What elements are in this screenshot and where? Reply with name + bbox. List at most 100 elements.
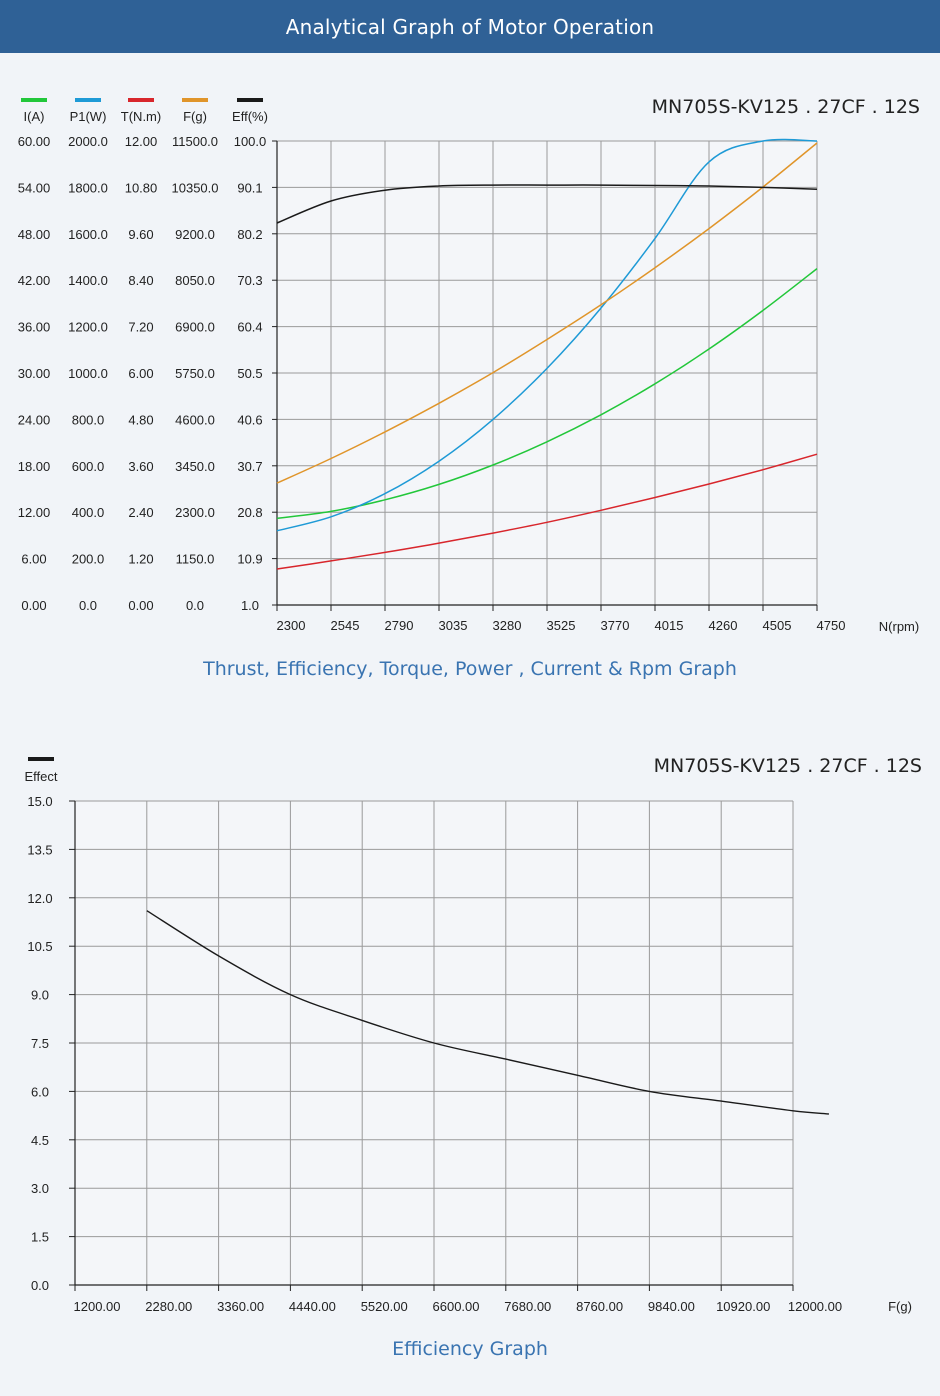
y-tick-label-f: 6900.0 — [175, 320, 215, 335]
y-tick-label-i: 6.00 — [21, 552, 46, 567]
chart-title: MN705S-KV125 . 27CF . 12S — [654, 755, 922, 777]
y-tick-label-eff: 20.8 — [237, 505, 262, 520]
x-tick-label: 9840.00 — [648, 1299, 695, 1314]
y-tick-label-f: 8050.0 — [175, 273, 215, 288]
legend-label-eff: Eff(%) — [232, 109, 268, 124]
x-tick-label: 1200.00 — [74, 1299, 121, 1314]
y-tick-label-p1: 800.0 — [72, 412, 105, 427]
x-axis-label: N(rpm) — [879, 619, 919, 634]
efficiency-chart: Effect MN705S-KV125 . 27CF . 12S 0.0 1.5 3.0… — [24, 755, 922, 1314]
y-tick-label: 1.5 — [31, 1230, 49, 1245]
y-tick-label-p1: 1000.0 — [68, 366, 108, 381]
series-line-f — [276, 142, 818, 484]
y-tick-label-t: 1.20 — [128, 552, 153, 567]
y-tick-label-p1: 400.0 — [72, 505, 105, 520]
motor-operation-chart: I(A) 0.00 6.00 12.00 18.00 24.00 30.00 36.00 42.… — [18, 96, 920, 634]
y-tick-label-f: 0.0 — [186, 598, 204, 613]
x-tick-label: 3770 — [601, 618, 630, 633]
x-tick-label: 12000.00 — [788, 1299, 842, 1314]
y-tick-label-i: 0.00 — [21, 598, 46, 613]
y-tick-label: 9.0 — [31, 988, 49, 1003]
y-tick-label-p1: 200.0 — [72, 552, 105, 567]
y-tick-label-f: 2300.0 — [175, 505, 215, 520]
x-tick-label: 4440.00 — [289, 1299, 336, 1314]
y-tick-label-i: 54.00 — [18, 180, 51, 195]
y-tick-label: 6.0 — [31, 1084, 49, 1099]
y-tick-label-p1: 1800.0 — [68, 180, 108, 195]
y-tick-label-t: 4.80 — [128, 412, 153, 427]
y-tick-label-t: 12.00 — [125, 134, 158, 149]
y-tick-label: 12.0 — [27, 891, 52, 906]
page-title: Analytical Graph of Motor Operation — [285, 14, 655, 39]
legend-label-effect: Effect — [24, 769, 57, 784]
y-tick-label-p1: 0.0 — [79, 598, 97, 613]
y-tick-label-i: 18.00 — [18, 459, 51, 474]
y-tick-label: 13.5 — [27, 842, 52, 857]
y-tick-label-t: 2.40 — [128, 505, 153, 520]
x-axis-label: F(g) — [888, 1299, 912, 1314]
y-tick-label-p1: 1400.0 — [68, 273, 108, 288]
y-tick-label-eff: 80.2 — [237, 227, 262, 242]
y-tick-label-eff: 100.0 — [234, 134, 267, 149]
series-line-i — [276, 268, 818, 520]
y-tick-label-f: 3450.0 — [175, 459, 215, 474]
x-tick-label: 8760.00 — [576, 1299, 623, 1314]
y-tick-label-eff: 50.5 — [237, 366, 262, 381]
chart2-caption: Efficiency Graph — [392, 1338, 548, 1360]
legend-swatch-f — [182, 98, 208, 102]
y-tick-label-i: 36.00 — [18, 320, 51, 335]
chart1-caption: Thrust, Efficiency, Torque, Power , Curr… — [203, 658, 737, 680]
y-tick-label-t: 8.40 — [128, 273, 153, 288]
x-tick-label: 2545 — [331, 618, 360, 633]
x-tick-label: 4015 — [655, 618, 684, 633]
y-tick-label-p1: 1200.0 — [68, 320, 108, 335]
x-tick-label: 10920.00 — [716, 1299, 770, 1314]
x-tick-label: 2280.00 — [145, 1299, 192, 1314]
y-tick-label: 7.5 — [31, 1036, 49, 1051]
chart-title: MN705S-KV125 . 27CF . 12S — [652, 96, 920, 118]
y-tick-label-eff: 40.6 — [237, 412, 262, 427]
y-tick-label-p1: 1600.0 — [68, 227, 108, 242]
series-line-eff — [276, 184, 818, 224]
y-tick-label-eff: 1.0 — [241, 598, 259, 613]
legend-swatch-p1 — [75, 98, 101, 102]
x-tick-label: 4260 — [709, 618, 738, 633]
x-tick-label: 3360.00 — [217, 1299, 264, 1314]
x-tick-label: 5520.00 — [361, 1299, 408, 1314]
y-tick-label-t: 7.20 — [128, 320, 153, 335]
legend-label-f: F(g) — [183, 109, 207, 124]
y-tick-label-i: 60.00 — [18, 134, 51, 149]
y-tick-label-eff: 30.7 — [237, 459, 262, 474]
y-tick-label-i: 12.00 — [18, 505, 51, 520]
y-tick-label-f: 1150.0 — [176, 552, 215, 567]
y-tick-label-f: 5750.0 — [175, 366, 215, 381]
y-tick-label-t: 3.60 — [128, 459, 153, 474]
y-tick-label-t: 10.80 — [125, 180, 158, 195]
series-line-t — [276, 453, 818, 570]
y-tick-label-t: 0.00 — [128, 598, 153, 613]
x-tick-label: 7680.00 — [504, 1299, 551, 1314]
y-tick-label: 15.0 — [27, 794, 52, 809]
y-tick-label-f: 9200.0 — [175, 227, 215, 242]
legend-swatch-t — [128, 98, 154, 102]
y-tick-label-i: 30.00 — [18, 366, 51, 381]
y-tick-label-eff: 10.9 — [237, 552, 262, 567]
y-tick-label: 0.0 — [31, 1278, 49, 1293]
x-tick-label: 2790 — [385, 618, 414, 633]
y-tick-label: 3.0 — [31, 1181, 49, 1196]
x-tick-label: 4750 — [817, 618, 846, 633]
y-tick-label-i: 24.00 — [18, 412, 51, 427]
y-tick-label-eff: 70.3 — [237, 273, 262, 288]
y-tick-label-i: 48.00 — [18, 227, 51, 242]
legend-swatch-i — [21, 98, 47, 102]
y-tick-label-f: 4600.0 — [175, 412, 215, 427]
x-tick-label: 4505 — [763, 618, 792, 633]
legend-swatch-eff — [237, 98, 263, 102]
y-tick-label-eff: 90.1 — [237, 180, 262, 195]
y-tick-label-i: 42.00 — [18, 273, 51, 288]
y-tick-label-f: 10350.0 — [172, 180, 219, 195]
legend-swatch-effect — [28, 757, 54, 761]
series-line-effect — [146, 910, 829, 1115]
y-tick-label-t: 6.00 — [128, 366, 153, 381]
y-tick-label-p1: 2000.0 — [68, 134, 108, 149]
